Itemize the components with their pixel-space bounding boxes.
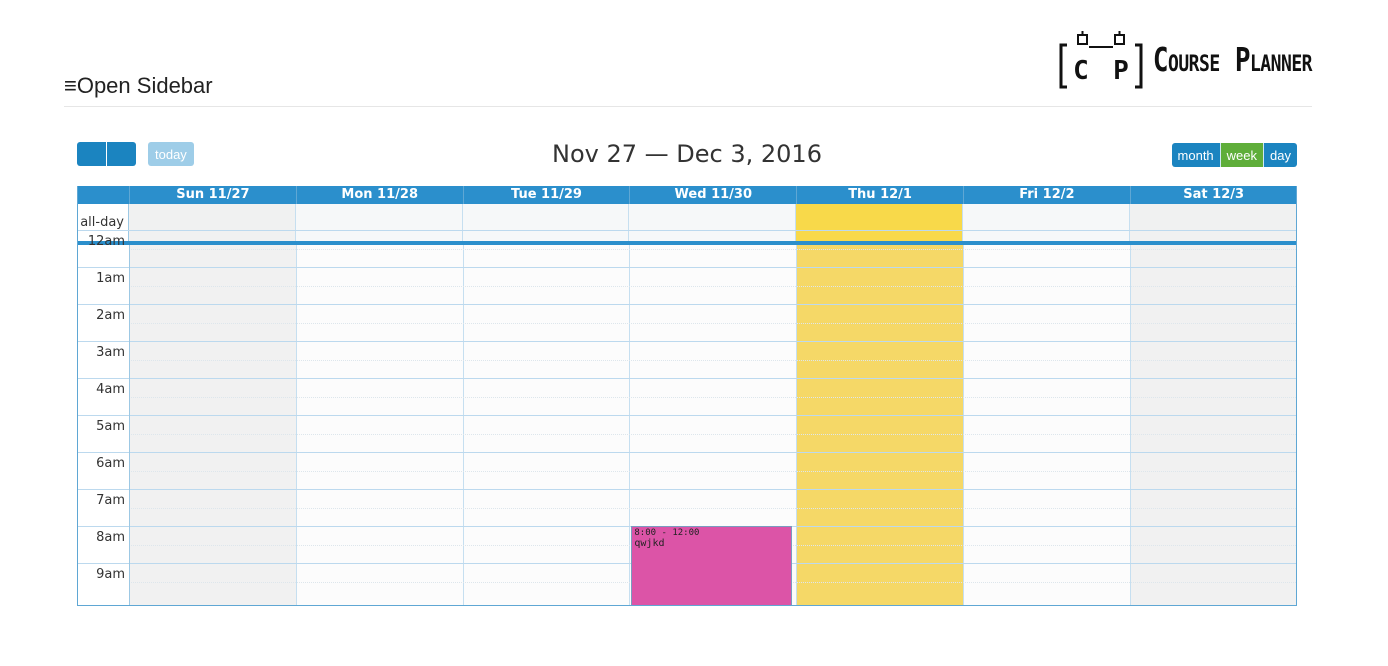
time-slot-row: 7am	[78, 489, 1296, 526]
day-header-sun[interactable]: Sun 11/27	[129, 186, 296, 204]
day-column-wed[interactable]	[629, 245, 796, 605]
day-column-mon[interactable]	[295, 245, 463, 605]
all-day-cell-mon[interactable]	[295, 204, 463, 241]
time-label: 12am	[87, 234, 125, 249]
week-view-button[interactable]: week	[1219, 143, 1264, 167]
all-day-row: all-day	[78, 204, 1296, 245]
day-header-row: Sun 11/27 Mon 11/28 Tue 11/29 Wed 11/30 …	[78, 186, 1296, 204]
half-hour-line	[129, 323, 1296, 324]
time-slot-row: 3am	[78, 341, 1296, 378]
time-label: 9am	[96, 567, 125, 582]
day-column-fri[interactable]	[963, 245, 1130, 605]
day-header-mon[interactable]: Mon 11/28	[295, 186, 463, 204]
all-day-cell-tue[interactable]	[462, 204, 630, 241]
all-day-label: all-day	[78, 204, 129, 241]
logo-letter-c: C	[1073, 56, 1089, 86]
time-axis-divider	[129, 245, 130, 605]
half-hour-line	[129, 249, 1296, 250]
time-label: 4am	[96, 382, 125, 397]
day-header-tue[interactable]: Tue 11/29	[462, 186, 630, 204]
time-slot-row: 6am	[78, 452, 1296, 489]
time-slot-row: 2am	[78, 304, 1296, 341]
all-day-cell-thu[interactable]	[796, 204, 963, 241]
all-day-cell-fri[interactable]	[962, 204, 1130, 241]
half-hour-line	[129, 397, 1296, 398]
event-time: 8:00 - 12:00	[634, 528, 700, 538]
time-label: 7am	[96, 493, 125, 508]
prev-week-button[interactable]	[77, 142, 106, 166]
open-sidebar-button[interactable]: ≡Open Sidebar	[64, 73, 213, 98]
time-slot-row: 12am	[78, 230, 1296, 267]
half-hour-line	[129, 360, 1296, 361]
today-button[interactable]: today	[148, 142, 194, 166]
day-column-tue[interactable]	[462, 245, 630, 605]
day-header-thu[interactable]: Thu 12/1	[796, 186, 963, 204]
axis-header	[78, 186, 129, 204]
time-label: 3am	[96, 345, 125, 360]
nav-button-group	[77, 142, 136, 166]
time-slot-row: 5am	[78, 415, 1296, 452]
time-grid[interactable]: 12am 1am 2am 3am 4am 5am 6am 7am 8am 9am 8:00 - 12…	[78, 230, 1296, 605]
time-label: 1am	[96, 271, 125, 286]
view-switcher: month week day	[1171, 143, 1297, 167]
time-slot-row: 4am	[78, 378, 1296, 415]
all-day-cell-sun[interactable]	[129, 204, 296, 241]
day-header-sat[interactable]: Sat 12/3	[1129, 186, 1296, 204]
half-hour-line	[129, 471, 1296, 472]
view-title: Nov 27 — Dec 3, 2016	[552, 140, 822, 168]
day-header-wed[interactable]: Wed 11/30	[629, 186, 796, 204]
all-day-cell-wed[interactable]	[629, 204, 797, 241]
logo-text: Course Planner	[1152, 42, 1313, 80]
course-planner-logo[interactable]: C P Course Planner	[1059, 26, 1313, 96]
time-label: 2am	[96, 308, 125, 323]
next-week-button[interactable]	[107, 142, 136, 166]
time-label: 6am	[96, 456, 125, 471]
week-calendar: Sun 11/27 Mon 11/28 Tue 11/29 Wed 11/30 …	[77, 186, 1297, 606]
calendar-event[interactable]: 8:00 - 12:00 qwjkd	[631, 526, 793, 605]
day-header-fri[interactable]: Fri 12/2	[962, 186, 1130, 204]
top-bar: ≡Open Sidebar C P Course Planner	[64, 0, 1313, 107]
month-view-button[interactable]: month	[1171, 143, 1220, 167]
logo-letter-p: P	[1113, 56, 1129, 86]
event-title: qwjkd	[634, 538, 665, 549]
calendar-toolbar: today Nov 27 — Dec 3, 2016 month week da…	[77, 140, 1297, 174]
time-label: 5am	[96, 419, 125, 434]
time-slot-row: 1am	[78, 267, 1296, 304]
time-label: 8am	[96, 530, 125, 545]
half-hour-line	[129, 508, 1296, 509]
half-hour-line	[129, 286, 1296, 287]
half-hour-line	[129, 434, 1296, 435]
day-view-button[interactable]: day	[1263, 143, 1297, 167]
logo-icon: C P	[1059, 31, 1143, 89]
all-day-cell-sat[interactable]	[1129, 204, 1296, 241]
